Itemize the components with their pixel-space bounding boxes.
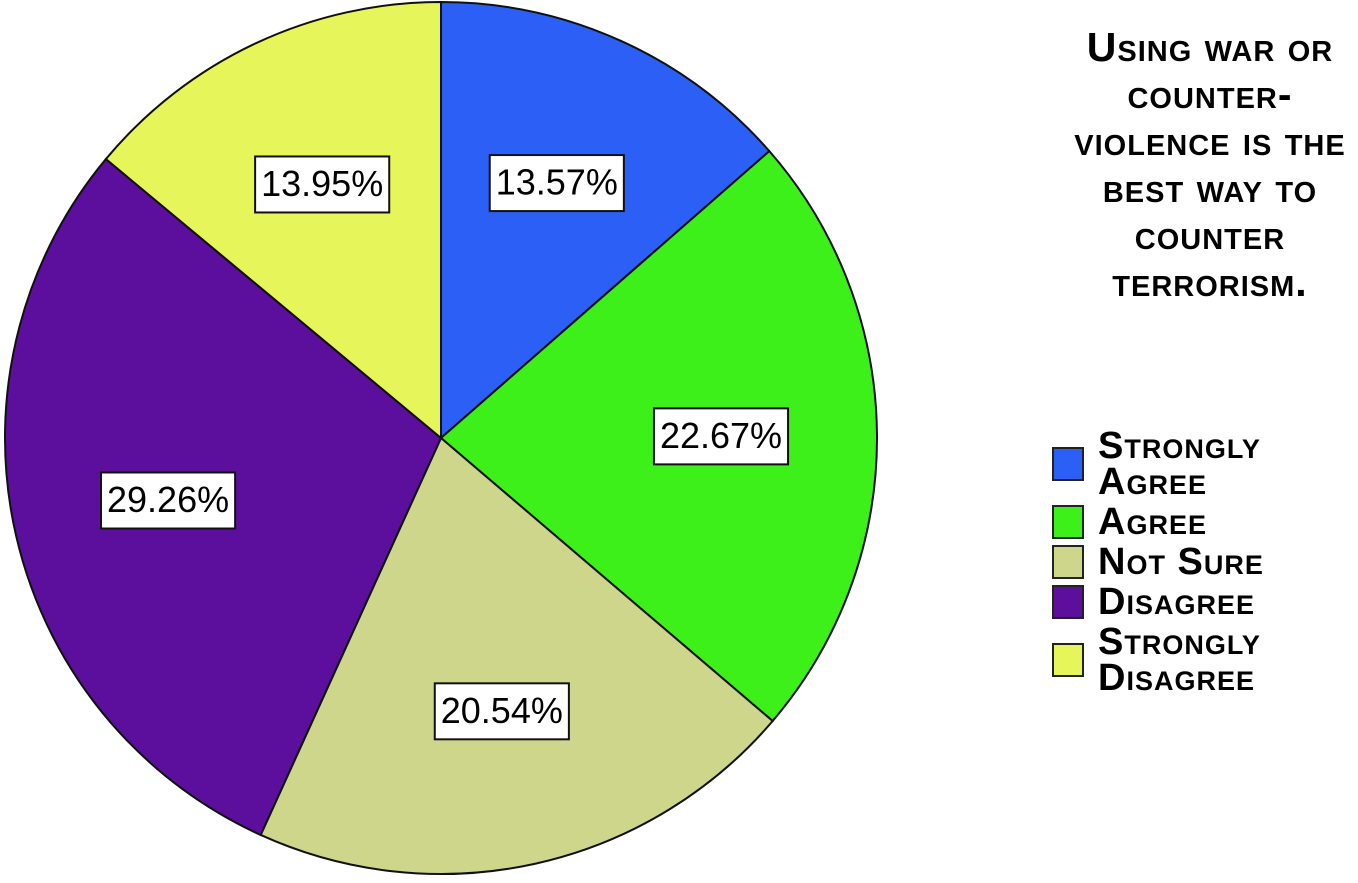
legend-swatch: [1052, 447, 1084, 481]
slice-label-box: [652, 407, 790, 466]
slice-label-box: [100, 471, 237, 530]
slice-label: 22.67%: [660, 415, 782, 456]
slice-label-box: [488, 154, 625, 213]
legend-swatch: [1052, 545, 1084, 579]
slice-label-group: 29.26%: [100, 471, 237, 530]
legend: Strongly Agree Agree Not Sure Disagree Stron…: [1052, 425, 1358, 700]
slice-label: 20.54%: [441, 690, 563, 731]
legend-label: Disagree: [1098, 581, 1255, 623]
legend-label: Not Sure: [1098, 541, 1264, 583]
pie-slice: [440, 0, 771, 441]
legend-label: Strongly Agree: [1098, 425, 1261, 503]
slice-label: 13.95%: [261, 163, 383, 204]
legend-swatch: [1052, 505, 1084, 539]
legend-swatch: [1052, 643, 1084, 677]
legend-item: Disagree: [1052, 581, 1358, 623]
slice-label: 13.57%: [496, 162, 618, 203]
slice-label-group: 13.95%: [254, 155, 391, 214]
legend-label: Strongly Disagree: [1098, 621, 1261, 699]
legend-label: Agree: [1098, 501, 1207, 543]
legend-item: Not Sure: [1052, 541, 1358, 583]
slice-label: 29.26%: [107, 479, 229, 520]
legend-item: Strongly Disagree: [1052, 621, 1358, 699]
slice-label-box: [254, 155, 391, 214]
slice-label-group: 20.54%: [433, 682, 570, 741]
legend-item: Agree: [1052, 501, 1358, 543]
pie-slice: [104, 0, 442, 441]
slice-label-group: 22.67%: [652, 407, 790, 466]
legend-swatch: [1052, 585, 1084, 619]
slice-label-box: [433, 682, 570, 741]
legend-title: Using war or counter-violence is the bes…: [1074, 24, 1346, 305]
pie-chart: 13.57% 22.67% 20.54% 29.26% 13.95%: [4, 0, 878, 875]
legend-item: Strongly Agree: [1052, 425, 1358, 503]
pie-slice: [259, 436, 775, 875]
slice-label-group: 13.57%: [488, 154, 625, 213]
